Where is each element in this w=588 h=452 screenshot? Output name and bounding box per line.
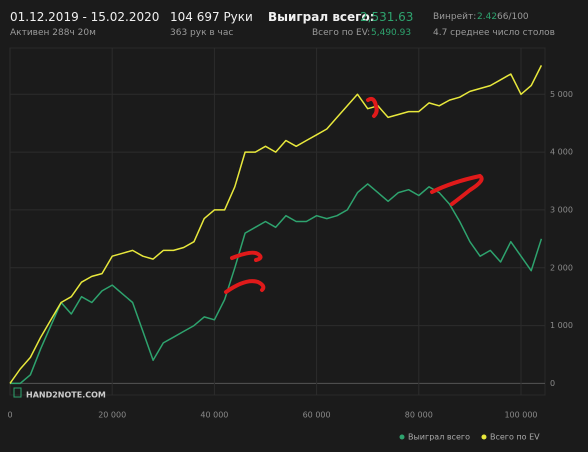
x-tick-label: 80 000: [405, 411, 433, 420]
plot-frame: [9, 47, 546, 396]
hands: 104 697 Руки: [170, 10, 253, 24]
legend-label: Выиграл всего: [408, 433, 470, 442]
winrate-label: Винрейт:: [433, 12, 477, 22]
annotation-scribble: [224, 279, 266, 294]
x-tick-label: 20 000: [98, 411, 126, 420]
won-label: Выиграл всего:: [268, 10, 375, 24]
hands-per-hour: 363 рук в час: [170, 28, 234, 38]
tables: 4.7 среднее число столов: [433, 28, 555, 38]
x-tick-label: 40 000: [200, 411, 228, 420]
logo: HAND2NOTE.COM: [26, 391, 106, 400]
annotation-scribble: [430, 173, 484, 206]
y-tick-label: 5 000: [550, 90, 573, 99]
series-line: [9, 65, 543, 384]
legend-label: Всего по EV: [490, 433, 540, 442]
x-tick-label: 0: [7, 411, 12, 420]
x-tick-label: 60 000: [303, 411, 331, 420]
won-value: 2,531.63: [360, 10, 414, 24]
legend-marker: [481, 434, 487, 440]
winrate-value: 2.42: [477, 12, 498, 22]
y-tick-label: 4 000: [550, 148, 573, 157]
annotation-scribble: [366, 96, 379, 118]
y-tick-label: 3 000: [550, 205, 573, 214]
annotation-scribble: [230, 250, 263, 262]
series-line: [10, 183, 543, 385]
ev-label: Всего по EV:: [312, 28, 371, 38]
x-tick-label: 100 000: [504, 411, 537, 420]
y-tick-label: 0: [550, 379, 555, 388]
active-time: Активен 288ч 20м: [10, 28, 96, 38]
logo-icon: [13, 387, 22, 398]
date-range: 01.12.2019 - 15.02.2020: [10, 10, 160, 24]
ev-value: 5,490.93: [371, 28, 412, 38]
legend-marker: [399, 434, 405, 440]
winrate-extra: 66/100: [497, 12, 529, 22]
y-tick-label: 1 000: [550, 321, 573, 330]
y-tick-label: 2 000: [550, 263, 573, 272]
